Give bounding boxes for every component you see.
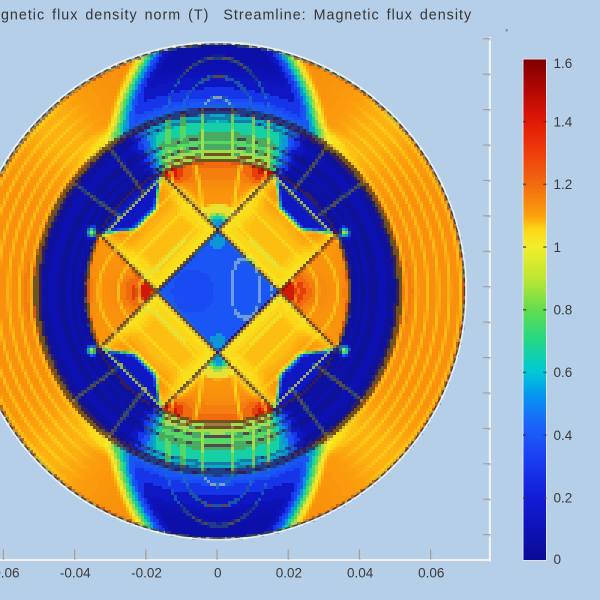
- svg-text:0: 0: [214, 566, 222, 581]
- svg-text:0.6: 0.6: [554, 365, 573, 380]
- svg-text:0.02: 0.02: [276, 566, 302, 581]
- svg-text:-0.06: -0.06: [0, 566, 19, 581]
- svg-text:0.04: 0.04: [347, 566, 374, 581]
- svg-text:0.4: 0.4: [554, 428, 573, 443]
- svg-text:1: 1: [554, 240, 562, 255]
- svg-text:0.8: 0.8: [554, 302, 573, 317]
- svg-text:-0.04: -0.04: [60, 566, 91, 581]
- svg-text:Surface: Magnetic flux density: Surface: Magnetic flux density norm (T) …: [0, 7, 472, 23]
- svg-text:0.06: 0.06: [418, 566, 444, 581]
- svg-text:1.2: 1.2: [554, 177, 573, 192]
- svg-text:0: 0: [554, 552, 562, 567]
- svg-text:0.2: 0.2: [554, 491, 573, 506]
- svg-text:-0.02: -0.02: [131, 566, 162, 581]
- svg-text:1.4: 1.4: [554, 114, 573, 129]
- svg-text:1.6: 1.6: [554, 56, 573, 71]
